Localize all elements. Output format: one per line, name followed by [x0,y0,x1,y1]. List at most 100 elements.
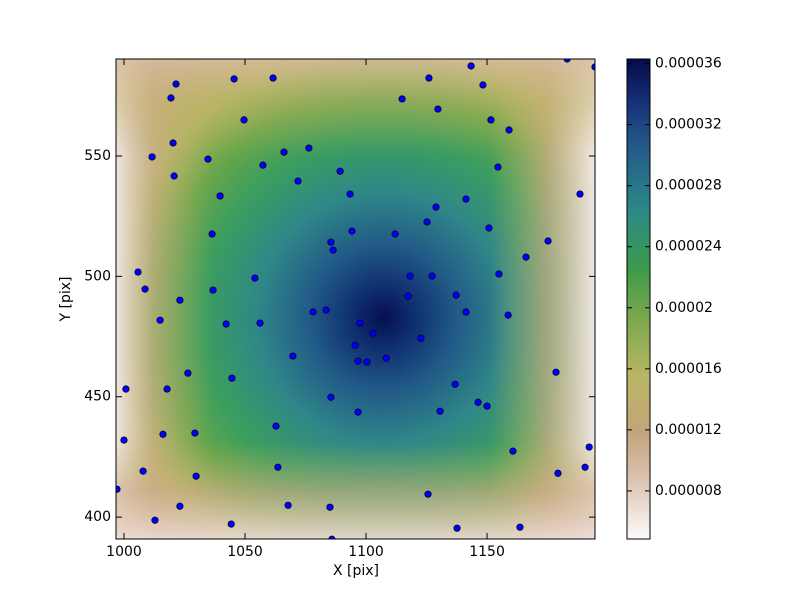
point [256,319,264,327]
point [423,218,431,226]
point [563,59,571,63]
heatmap [116,59,595,539]
colorbar-tick-label: 0.000032 [655,117,722,133]
x-tick-label: 1150 [469,544,505,560]
point [148,153,156,161]
point [170,172,178,180]
point [259,161,267,169]
point [462,308,470,316]
point [167,94,175,102]
point [274,463,282,471]
point [474,398,482,406]
point [116,485,121,493]
point [141,285,149,293]
point [251,274,259,282]
point [327,393,335,401]
colorbar-tick-label: 0.000036 [655,56,722,72]
y-tick-label: 550 [84,148,111,164]
point [209,286,217,294]
point [509,447,517,455]
point [451,380,459,388]
point [322,306,330,314]
colorbar-tick-label: 0.000012 [655,422,722,438]
point [356,319,364,327]
points [116,59,595,539]
point [156,316,164,324]
colorbar-tick-label: 0.000008 [655,483,722,499]
point [134,268,142,276]
point [122,385,130,393]
point [159,430,167,438]
point [227,520,235,528]
point [328,535,336,539]
point [351,341,359,349]
x-axis-label: X [pix] [333,563,379,579]
point [269,74,277,82]
point [467,62,475,70]
point [216,192,224,200]
point [326,503,334,511]
point [494,163,502,171]
plot-frame [115,58,596,540]
point [327,238,335,246]
point [280,148,288,156]
colorbar-tick-label: 0.00002 [655,300,713,316]
point [305,144,313,152]
point [191,429,199,437]
point [495,270,503,278]
point [505,126,513,134]
colorbar-tick-label: 0.000028 [655,178,722,194]
point [424,490,432,498]
point [329,246,337,254]
point [222,320,230,328]
point [336,167,344,175]
point [552,368,560,376]
y-axis-label: Y [pix] [58,277,74,323]
point [483,402,491,410]
point [204,155,212,163]
point [382,354,390,362]
y-tick-label: 450 [84,389,111,405]
point [585,443,593,451]
point [452,291,460,299]
point [406,272,414,280]
point [434,105,442,113]
point [479,81,487,89]
point [369,329,377,337]
point [462,195,470,203]
point [272,422,280,430]
point [516,523,524,531]
point [289,352,297,360]
point [348,227,356,235]
point [453,524,461,532]
point [363,358,371,366]
point [404,292,412,300]
point [346,190,354,198]
point [354,408,362,416]
point [354,357,362,365]
point [544,237,552,245]
point [230,75,238,83]
point [294,177,302,185]
point [284,501,292,509]
point [391,230,399,238]
point [151,516,159,524]
point [139,467,147,475]
point [228,374,236,382]
point [576,190,584,198]
point [240,116,248,124]
x-tick-label: 1100 [348,544,384,560]
point [487,116,495,124]
point [485,224,493,232]
point [176,296,184,304]
x-tick-label: 1050 [227,544,263,560]
point [163,385,171,393]
point [425,74,433,82]
y-tick-label: 500 [84,268,111,284]
point [428,272,436,280]
point [436,407,444,415]
point [176,502,184,510]
colorbar-tick-label: 0.000016 [655,361,722,377]
colorbar-tick-label: 0.000024 [655,239,722,255]
